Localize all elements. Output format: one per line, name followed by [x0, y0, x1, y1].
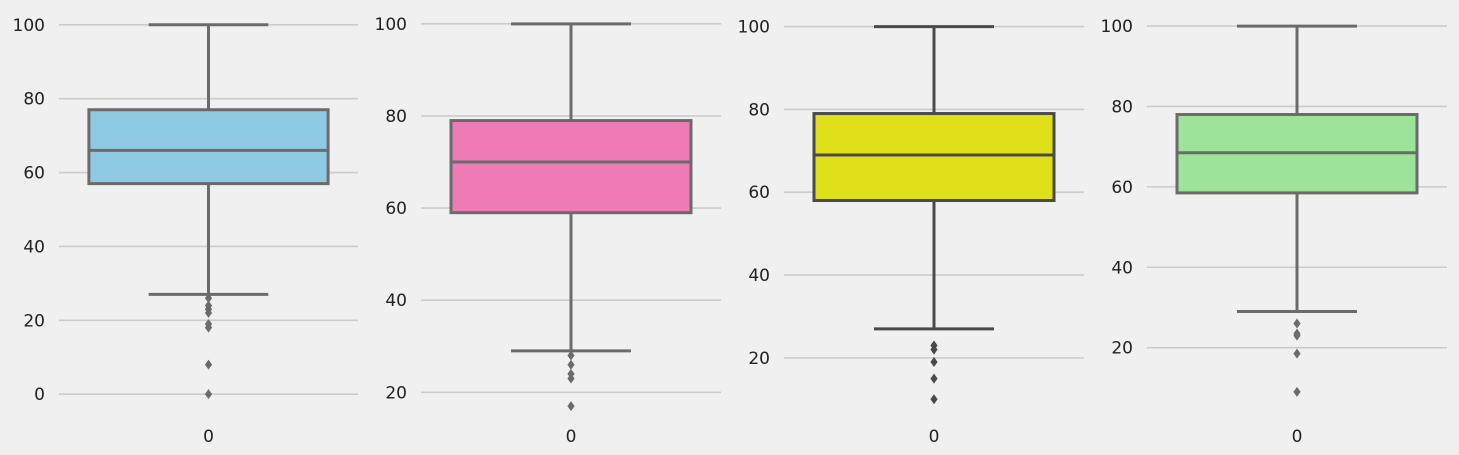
y-tick-label: 20	[748, 349, 770, 369]
y-tick-label: 80	[385, 107, 407, 127]
outlier-point	[204, 389, 213, 400]
y-tick-label: 60	[385, 199, 407, 219]
x-tick-label: 0	[203, 427, 214, 447]
y-tick-label: 20	[23, 311, 45, 331]
y-tick-label: 20	[385, 383, 407, 403]
x-tick-label: 0	[929, 427, 940, 447]
subplot-1: 0 20 40 60 80 100 0	[13, 16, 358, 447]
outlier-point	[567, 373, 575, 384]
outlier-point	[930, 394, 938, 405]
y-tick-label: 80	[1111, 97, 1133, 117]
outlier-point	[1293, 386, 1301, 397]
y-tick-label: 100	[1101, 17, 1133, 37]
outlier-point	[204, 307, 213, 318]
box	[87, 108, 330, 186]
x-tick-label: 0	[566, 427, 577, 447]
outlier-point	[567, 401, 575, 412]
y-tick-label: 80	[748, 100, 770, 120]
y-tick-label: 100	[13, 16, 45, 36]
y-tick-label: 60	[748, 183, 770, 203]
outlier-point	[930, 344, 938, 355]
x-tick-label: 0	[1292, 427, 1303, 447]
y-tick-label: 60	[23, 164, 45, 184]
box	[812, 112, 1056, 203]
y-tick-label: 20	[1111, 339, 1133, 359]
y-tick-label: 40	[1111, 258, 1133, 278]
y-tick-label: 0	[34, 385, 45, 405]
y-tick-label: 60	[1111, 178, 1133, 198]
outlier-point	[930, 373, 938, 384]
subplot-2: 20 40 60 80 100 0	[375, 15, 721, 447]
subplot-4: 20 40 60 80 100 0	[1101, 17, 1447, 447]
outlier-point	[567, 359, 575, 370]
outlier-point	[930, 357, 938, 368]
outlier-point	[204, 293, 213, 304]
subplot-3: 20 40 60 80 100 0	[738, 18, 1084, 447]
outlier-point	[1293, 348, 1301, 359]
y-tick-label: 100	[375, 15, 407, 35]
y-tick-label: 40	[385, 291, 407, 311]
y-tick-label: 40	[748, 266, 770, 286]
box	[449, 119, 693, 215]
outlier-point	[1293, 330, 1301, 341]
outlier-point	[1293, 318, 1301, 329]
outlier-point	[204, 322, 213, 333]
y-tick-label: 80	[23, 90, 45, 110]
y-tick-label: 40	[23, 237, 45, 257]
y-tick-label: 100	[738, 18, 770, 38]
outlier-point	[567, 350, 575, 361]
outlier-point	[204, 359, 213, 370]
